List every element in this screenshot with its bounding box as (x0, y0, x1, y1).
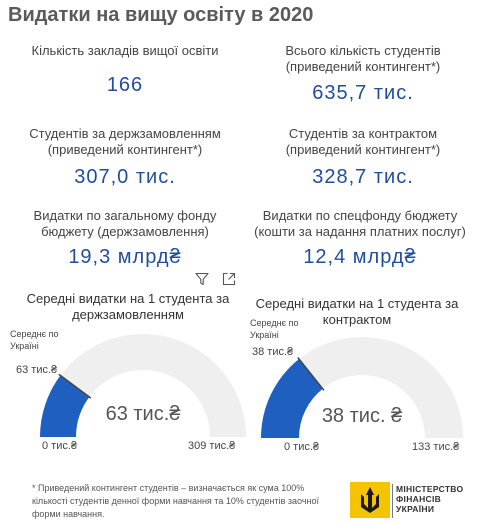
gauge-contract-fill (261, 359, 323, 438)
institutions-label: Кількість закладів вищої освіти (31, 43, 219, 58)
gauge-contract-title-2: контрактом (322, 312, 392, 327)
gauge-state-max-label: 309 тис.₴ (188, 440, 236, 452)
footnote: * Приведений контингент студентів – визн… (32, 483, 319, 519)
general-fund-label-2: бюджету (держзамовлення) (41, 224, 209, 239)
page-title: Видатки на вищу освіту в 2020 (8, 4, 314, 26)
gauge-state-min-label: 0 тис.₴ (42, 440, 78, 452)
gauge-state-center-value: 63 тис.₴ (105, 403, 181, 425)
gauge-state-avg-label-2: Україні (10, 341, 39, 351)
logo-line-3: УКРАЇНИ (396, 504, 435, 514)
special-fund-value: 12,4 млрд₴ (303, 246, 417, 268)
gauge-contract-min-label: 0 тис.₴ (284, 441, 320, 453)
special-fund-label-1: Видатки по спецфонду бюджету (262, 208, 458, 223)
ministry-emblem-icon (350, 482, 390, 518)
students-total-label-2: (приведений контингент*) (285, 59, 441, 74)
logo-line-1: МІНІСТЕРСТВО (396, 484, 464, 494)
gauge-contract-track (261, 337, 463, 438)
logo-separator (392, 484, 393, 518)
special-fund-label-2: (кошти за надання платних послуг) (254, 224, 466, 239)
gauge-contract-avg-value: 38 тис.₴ (252, 346, 294, 358)
institutions-value: 166 (106, 74, 144, 96)
gauge-state-avg-label-1: Середнє по (10, 329, 59, 339)
gauge-contract-center-value: 38 тис. ₴ (321, 405, 403, 427)
gauge-state-title-1: Середні видатки на 1 студента за (26, 291, 230, 306)
gauge-contract-title-1: Середні видатки на 1 студента за (255, 296, 459, 311)
gauge-contract-target (297, 357, 325, 391)
gauge-state-avg-value: 63 тис.₴ (16, 364, 58, 376)
gauge-state-fill (40, 375, 90, 437)
students-contract-label-1: Студентів за контрактом (288, 126, 438, 141)
students-contract-value: 328,7 тис. (312, 166, 414, 188)
students-state-label-2: (приведений контингент*) (47, 142, 203, 157)
general-fund-label-1: Видатки по загальному фонду (33, 208, 217, 223)
ministry-logo-text: МІНІСТЕРСТВО ФІНАНСІВ УКРАЇНИ (396, 484, 463, 514)
gauge-state-target (58, 373, 92, 399)
gauge-contract-max-label: 133 тис.₴ (412, 441, 460, 453)
gauge-state-title-2: держзамовленням (72, 307, 184, 322)
logo-line-2: ФІНАНСІВ (396, 494, 442, 504)
students-total-label-1: Всього кількість студентів (285, 43, 441, 58)
gauge-contract-avg-label-2: Україні (250, 330, 279, 340)
expand-icon[interactable] (222, 272, 236, 286)
gauge-contract-avg-label-1: Середнє по (250, 318, 299, 328)
students-total-value: 635,7 тис. (312, 82, 414, 104)
students-contract-label-2: (приведений контингент*) (285, 142, 441, 157)
gauge-state-track (40, 334, 246, 437)
students-state-value: 307,0 тис. (74, 166, 176, 188)
filter-icon[interactable] (195, 272, 209, 286)
general-fund-value: 19,3 млрд₴ (68, 246, 182, 268)
students-state-label-1: Студентів за держзамовленням (29, 126, 221, 141)
